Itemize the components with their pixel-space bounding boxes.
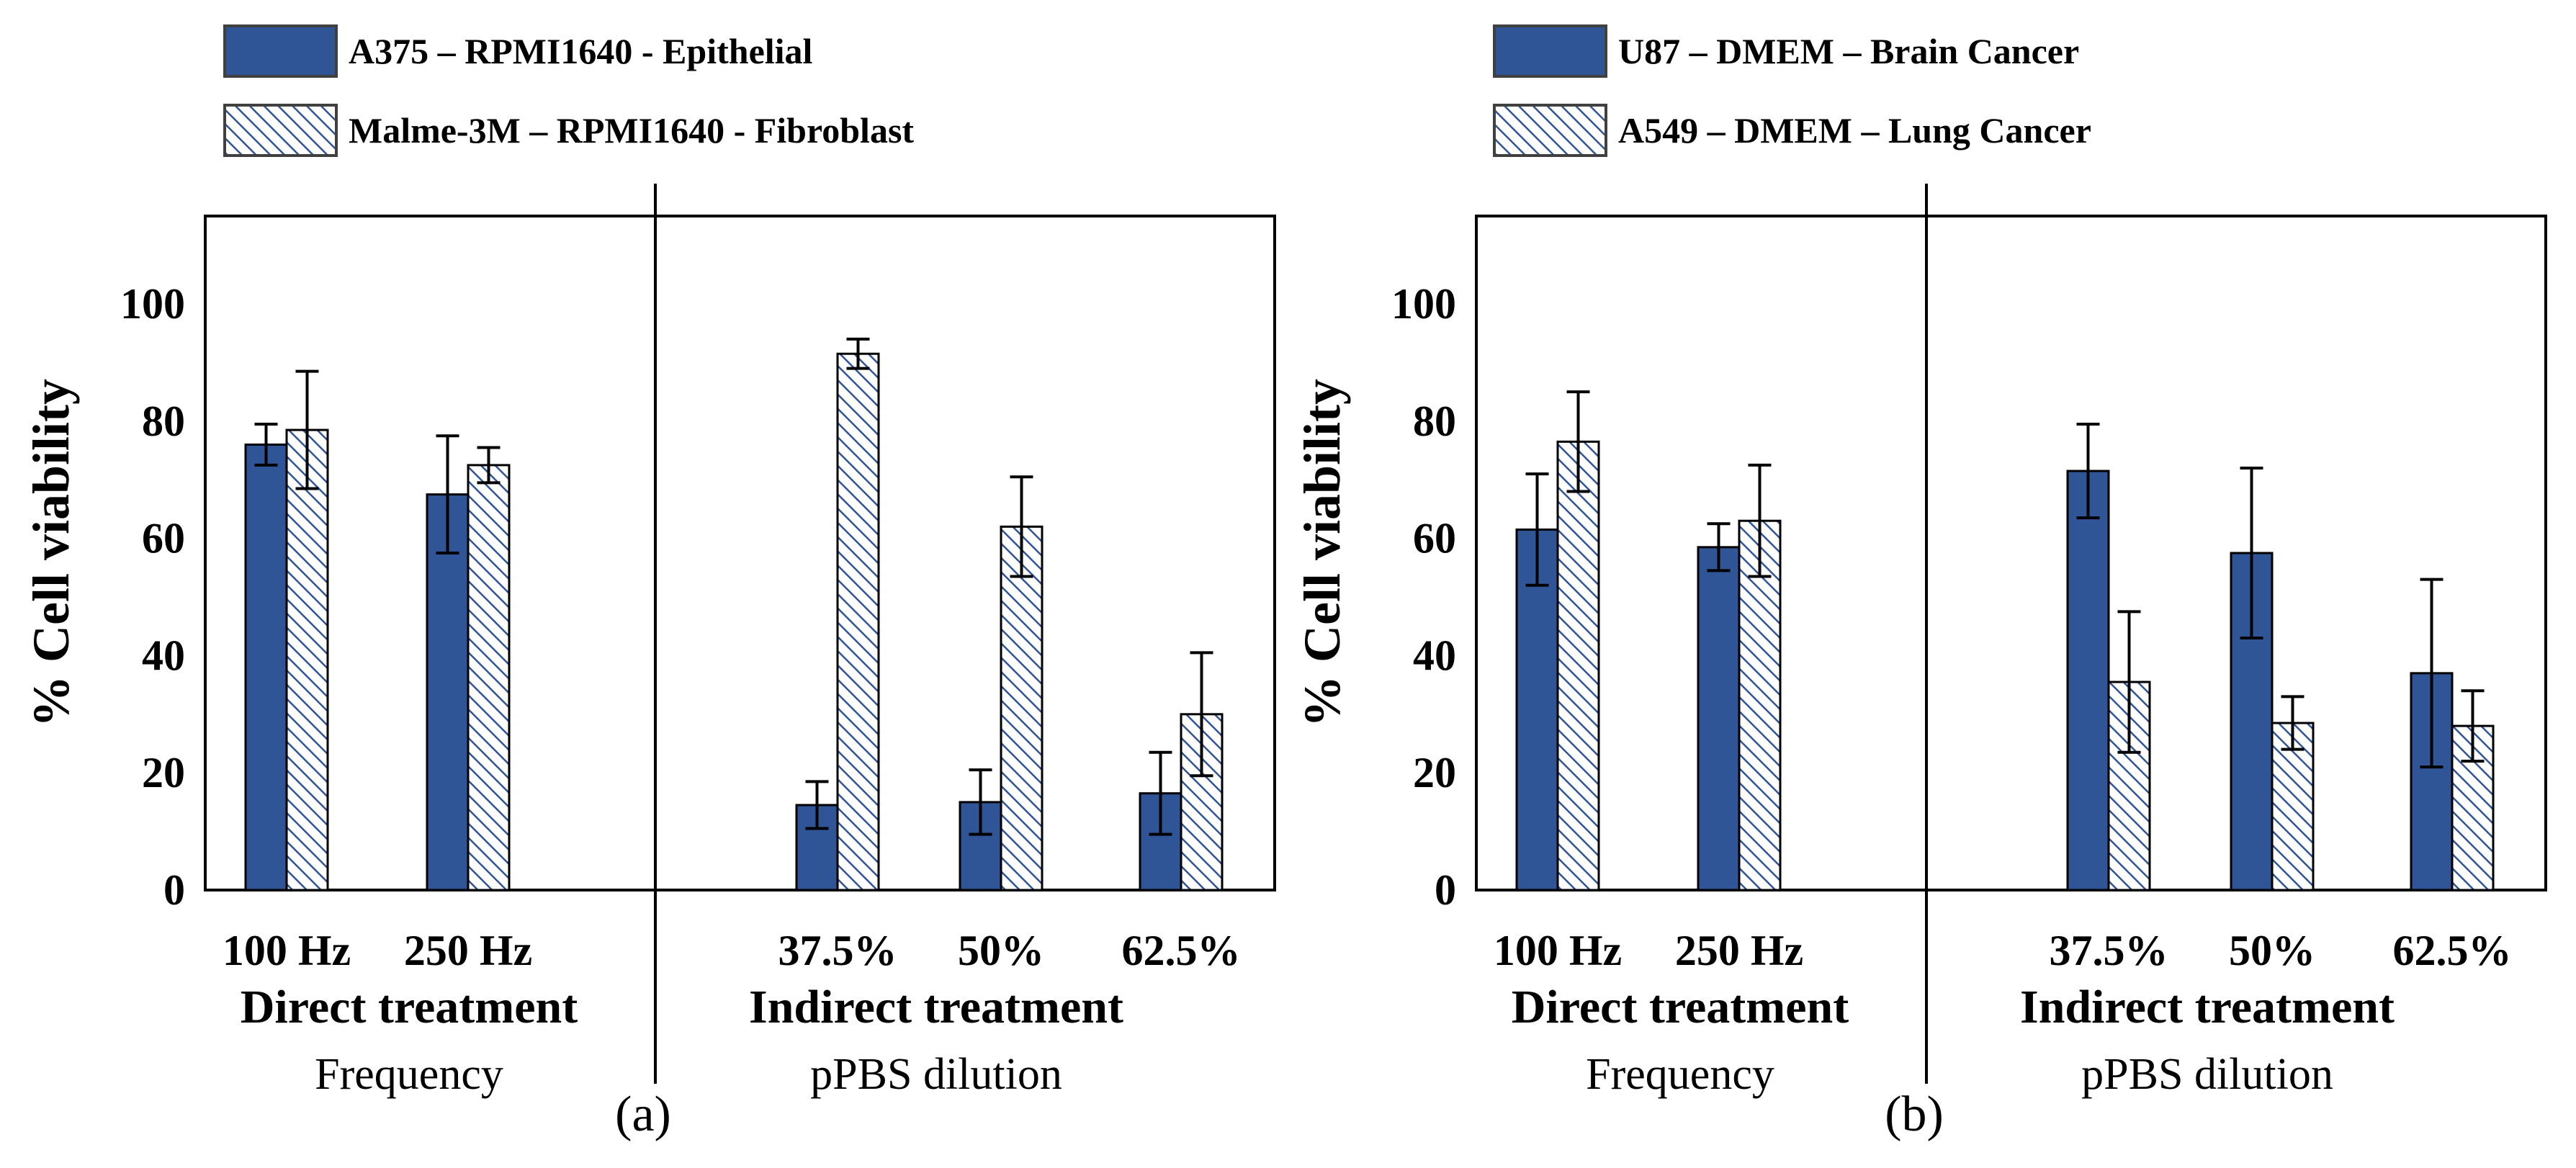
panel-a-y-tick-label: 0 (163, 866, 185, 914)
panel-a-panel-label: (a) (615, 1087, 671, 1142)
panel-b-bar-series2 (1556, 440, 1600, 891)
panel-a-group-label: Direct treatment (241, 981, 578, 1033)
panel-b-bar-series2 (2451, 724, 2495, 891)
panel-a-y-tick-label: 80 (142, 397, 185, 445)
panel-b-y-tick-label: 100 (1391, 280, 1456, 328)
panel-b-legend-swatch-series1 (1493, 24, 1607, 78)
panel-a-group-sublabel: Frequency (315, 1050, 503, 1099)
panel-b-legend-label: U87 – DMEM – Brain Cancer (1618, 31, 2079, 71)
panel-b-bar-series1 (2066, 470, 2110, 891)
panel-a-x-tick-label: 250 Hz (404, 927, 532, 974)
panel-a-bar-series2 (1000, 525, 1044, 891)
panel-b-group-sublabel: pPBS dilution (2081, 1050, 2333, 1099)
panel-a-bar-series1 (426, 493, 470, 891)
panel-a-x-tick-label: 50% (958, 927, 1044, 974)
panel-b-x-tick-label: 62.5% (2393, 927, 2512, 974)
panel-b-legend-swatch-series2 (1493, 104, 1607, 157)
panel-a-x-tick-label: 37.5% (778, 927, 897, 974)
panel-b-y-tick-label: 60 (1413, 515, 1456, 562)
panel-a-legend-label: Malme-3M – RPMI1640 - Fibroblast (349, 110, 914, 151)
panel-b-y-tick-label: 40 (1413, 632, 1456, 679)
panel-b-y-tick-label: 80 (1413, 397, 1456, 445)
panel-a-y-tick-label: 60 (142, 515, 185, 562)
panel-b-bar-series1 (1697, 546, 1741, 891)
panel-a-x-tick-label: 100 Hz (223, 927, 351, 974)
panel-b-x-tick-label: 100 Hz (1494, 927, 1622, 974)
panel-b-x-tick-label: 50% (2229, 927, 2315, 974)
panel-a-y-axis-label: % Cell viability (22, 379, 80, 727)
panel-a-bar-series1 (959, 801, 1002, 891)
panel-a-legend-swatch-series1 (223, 24, 338, 78)
panel-b-plot-frame (1475, 215, 2547, 891)
panel-a-y-tick-label: 100 (120, 280, 185, 328)
panel-b-x-tick-label: 250 Hz (1675, 927, 1803, 974)
panel-b-bar-series2 (1738, 519, 1782, 891)
panel-b-y-tick-label: 0 (1435, 866, 1456, 914)
panel-b-x-tick-label: 37.5% (2050, 927, 2168, 974)
panel-b-group-sublabel: Frequency (1586, 1050, 1774, 1099)
panel-b-y-axis-label: % Cell viability (1293, 379, 1351, 727)
panel-a-x-tick-label: 62.5% (1122, 927, 1241, 974)
panel-a-legend-swatch-series2 (223, 104, 338, 157)
panel-a-bar-series2 (836, 352, 880, 891)
panel-a-legend-label: A375 – RPMI1640 - Epithelial (349, 31, 813, 71)
panel-a-group-sublabel: pPBS dilution (810, 1050, 1062, 1099)
panel-b-group-label: Direct treatment (1512, 981, 1849, 1033)
panel-b-panel-label: (b) (1885, 1087, 1944, 1142)
panel-a-bar-series1 (244, 443, 288, 891)
panel-b-y-tick-label: 20 (1413, 749, 1456, 796)
panel-a-y-tick-label: 20 (142, 749, 185, 796)
panel-a-plot-frame (204, 215, 1276, 891)
panel-a-bar-series2 (467, 464, 511, 891)
panel-b-legend-label: A549 – DMEM – Lung Cancer (1618, 110, 2091, 151)
panel-b-group-label: Indirect treatment (2020, 981, 2395, 1033)
panel-a-group-label: Indirect treatment (749, 981, 1123, 1033)
panel-a-y-tick-label: 40 (142, 632, 185, 679)
panel-a-bar-series2 (285, 428, 329, 891)
